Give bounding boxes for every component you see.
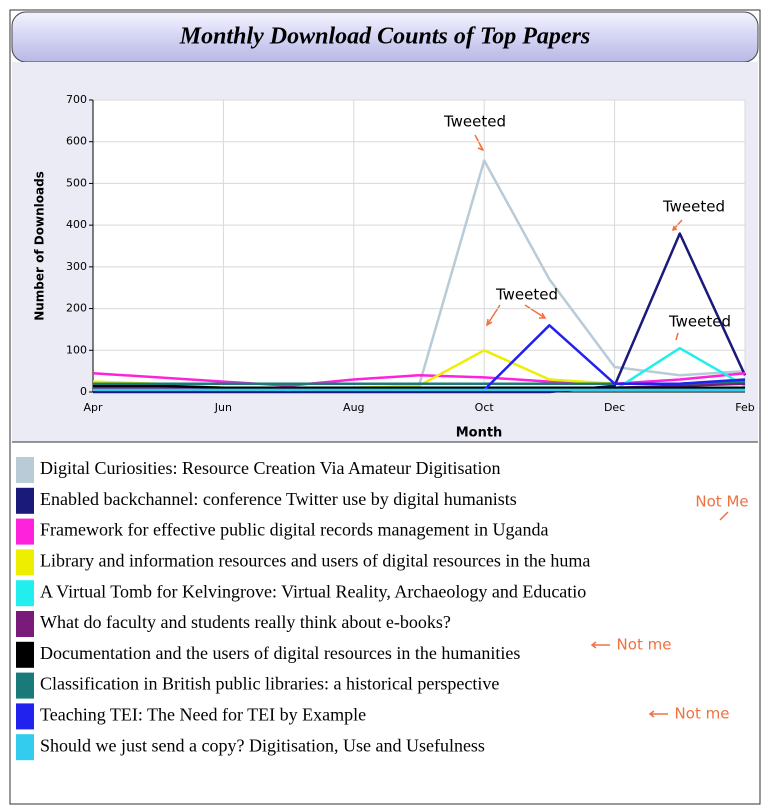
series-line: [92, 371, 746, 387]
legend-swatch: [16, 457, 34, 483]
series-line: [483, 324, 746, 391]
annotation: Not me: [675, 705, 730, 723]
y-tick-label: 0: [80, 385, 87, 398]
legend-label: Should we just send a copy? Digitisation…: [40, 735, 485, 755]
annotation: Tweeted: [662, 198, 725, 216]
annotation: Tweeted: [668, 313, 731, 331]
legend-swatch: [16, 703, 34, 730]
y-tick-label: 300: [66, 260, 87, 273]
x-tick-label: Oct: [475, 401, 495, 414]
annotation: Tweeted: [495, 286, 558, 304]
legend-label: A Virtual Tomb for Kelvingrove: Virtual …: [40, 581, 586, 601]
plot-area: [93, 100, 745, 392]
legend-swatch: [16, 611, 34, 637]
legend-label: Teaching TEI: The Need for TEI by Exampl…: [40, 705, 366, 725]
legend-label: What do faculty and students really thin…: [40, 612, 451, 632]
y-tick-label: 400: [66, 218, 87, 231]
x-axis-label: Month: [456, 426, 503, 441]
annotation-arrows: [474, 134, 729, 718]
y-tick-label: 600: [66, 135, 87, 148]
x-tick-label: Feb: [735, 401, 754, 414]
legend-label: Framework for effective public digital r…: [40, 520, 548, 540]
y-tick-label: 100: [66, 343, 87, 356]
series-line: [93, 384, 745, 390]
legend-swatch: [16, 734, 34, 761]
y-tick-label: 200: [66, 302, 87, 315]
series-line: [613, 346, 746, 391]
annotation: Tweeted: [443, 113, 506, 131]
x-tick-label: Apr: [83, 401, 103, 414]
y-tick-label: 500: [66, 176, 87, 189]
annotation: Not me: [617, 636, 672, 654]
x-tick-label: Aug: [343, 401, 364, 414]
chart-title: Monthly Download Counts of Top Papers: [179, 24, 591, 50]
x-tick-label: Jun: [214, 401, 232, 414]
legend-label: Documentation and the users of digital r…: [40, 643, 520, 663]
x-tick-label: Dec: [604, 401, 625, 414]
annotation: Not Me: [695, 493, 748, 511]
legend-swatch: [16, 672, 34, 699]
series-line: [93, 232, 747, 394]
legend-swatch: [16, 641, 34, 668]
legend-swatch: [16, 549, 34, 576]
legend-swatch: [16, 580, 34, 607]
legend-label: Enabled backchannel: conference Twitter …: [40, 489, 517, 509]
legend-label: Library and information resources and us…: [40, 551, 590, 571]
y-tick-label: 700: [66, 93, 87, 106]
legend-swatch: [16, 518, 34, 545]
y-axis-label: Number of Downloads: [33, 171, 47, 321]
legend-label: Digital Curiosities: Resource Creation V…: [40, 458, 501, 478]
legend-swatch: [16, 487, 34, 514]
legend-label: Classification in British public librari…: [40, 674, 499, 694]
